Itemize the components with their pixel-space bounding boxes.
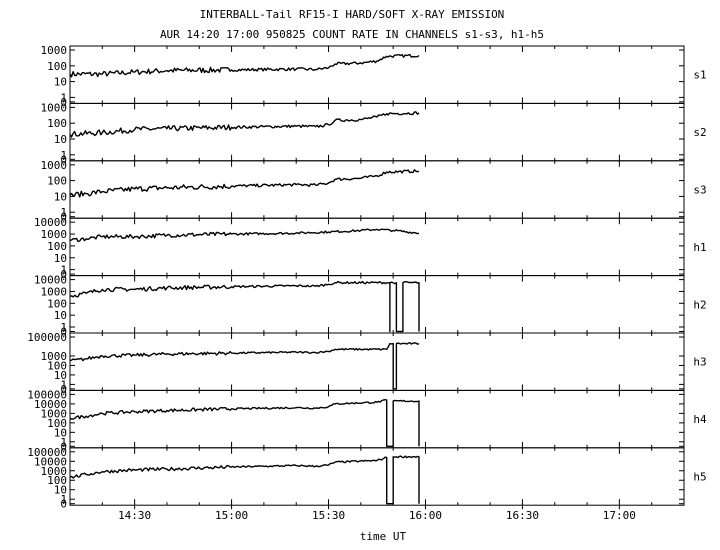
y-tick-label: 1: [60, 149, 67, 162]
channel-panels: 10001001010s110001001010s210001001010s31…: [27, 44, 707, 511]
y-tick-label: 0: [60, 498, 67, 511]
y-tick-label: 1: [60, 321, 67, 334]
x-tick-label: 15:30: [312, 509, 345, 522]
y-tick-label: 10000: [34, 216, 67, 229]
channel-label: h2: [693, 298, 706, 311]
y-tick-label: 1: [60, 493, 67, 506]
y-tick-label: 1000: [41, 407, 68, 420]
y-tick-label: 100000: [27, 331, 67, 344]
panel-frame: [69, 102, 685, 162]
y-tick-label: 1000: [41, 228, 68, 241]
series-s3: [69, 169, 420, 198]
channel-label: h4: [693, 413, 707, 426]
y-tick-label: 10: [54, 190, 67, 203]
x-tick-label: 15:00: [215, 509, 248, 522]
y-tick-label: 100: [47, 240, 67, 253]
y-tick-label: 1000: [41, 44, 68, 57]
y-tick-label: 10000: [34, 455, 67, 468]
y-tick-label: 1000: [41, 159, 68, 172]
y-tick-label: 1: [60, 436, 67, 449]
panel-frame: [69, 332, 685, 391]
channel-label: h5: [693, 471, 706, 484]
y-tick-label: 100: [47, 60, 67, 73]
y-tick-label: 0: [60, 153, 67, 166]
y-tick-label: 0: [60, 211, 67, 224]
y-tick-label: 1: [60, 206, 67, 219]
panel-s1: 1000 100 10 10 s1: [41, 44, 707, 109]
panel-frame: [69, 160, 685, 219]
y-tick-label: 100: [47, 117, 67, 130]
y-tick-label: 10: [54, 76, 67, 89]
y-tick-label: 100: [47, 297, 67, 310]
panel-frame: [69, 45, 685, 104]
y-tick-label: 1: [60, 91, 67, 104]
x-tick-label: 16:00: [409, 509, 442, 522]
x-axis-label: time UT: [360, 530, 407, 543]
channel-label: h3: [693, 356, 706, 369]
y-tick-label: 1000: [41, 350, 68, 363]
channel-label: h1: [693, 241, 706, 254]
y-tick-label: 1000: [41, 101, 68, 114]
y-tick-label: 100: [47, 359, 67, 372]
series-s1: [69, 53, 420, 78]
x-tick-label: 14:30: [118, 509, 151, 522]
series-h4: [69, 399, 420, 447]
channel-label: s3: [693, 184, 706, 197]
y-tick-label: 0: [60, 326, 67, 339]
y-tick-label: 0: [60, 383, 67, 396]
y-tick-label: 10000: [34, 274, 67, 287]
y-tick-label: 10: [54, 369, 67, 382]
series-h3: [69, 342, 420, 390]
y-tick-label: 10: [54, 309, 67, 322]
x-tick-label: 17:00: [603, 509, 636, 522]
series-h2: [69, 280, 420, 333]
series-h5: [69, 455, 420, 505]
y-tick-label: 1: [60, 378, 67, 391]
series-h1: [69, 228, 420, 243]
y-tick-label: 100: [47, 417, 67, 430]
panel-s3: 1000 100 10 10 s3: [41, 159, 707, 224]
y-tick-label: 100: [47, 175, 67, 188]
series-s2: [69, 111, 420, 138]
y-tick-label: 1000: [41, 285, 68, 298]
y-tick-label: 10: [54, 133, 67, 146]
panel-frame: [69, 447, 685, 506]
y-tick-label: 10: [54, 426, 67, 439]
panel-frame: [69, 217, 685, 277]
x-tick-label: 16:30: [506, 509, 539, 522]
y-tick-label: 0: [60, 268, 67, 281]
y-tick-label: 100000: [27, 388, 67, 401]
chart-subtitle: AUR 14:20 17:00 950825 COUNT RATE IN CHA…: [160, 28, 544, 41]
channel-label: s1: [693, 69, 706, 82]
panel-frame: [69, 389, 685, 449]
time-axis: 14:30 15:00 15:30 16:00 16:30 17:00: [69, 46, 685, 522]
channel-label: s2: [693, 126, 706, 139]
y-tick-label: 1: [60, 264, 67, 277]
y-tick-label: 10: [54, 484, 67, 497]
y-tick-label: 0: [60, 96, 67, 109]
y-tick-label: 0: [60, 440, 67, 453]
chart-title: INTERBALL-Tail RF15-I HARD/SOFT X-RAY EM…: [200, 8, 505, 21]
y-tick-label: 1000: [41, 465, 68, 478]
y-tick-label: 10: [54, 252, 67, 265]
y-tick-label: 100: [47, 474, 67, 487]
y-tick-label: 10000: [34, 398, 67, 411]
panel-s2: 1000 100 10 10 s2: [41, 101, 707, 166]
y-tick-label: 100000: [27, 446, 67, 459]
panel-frame: [69, 275, 685, 334]
